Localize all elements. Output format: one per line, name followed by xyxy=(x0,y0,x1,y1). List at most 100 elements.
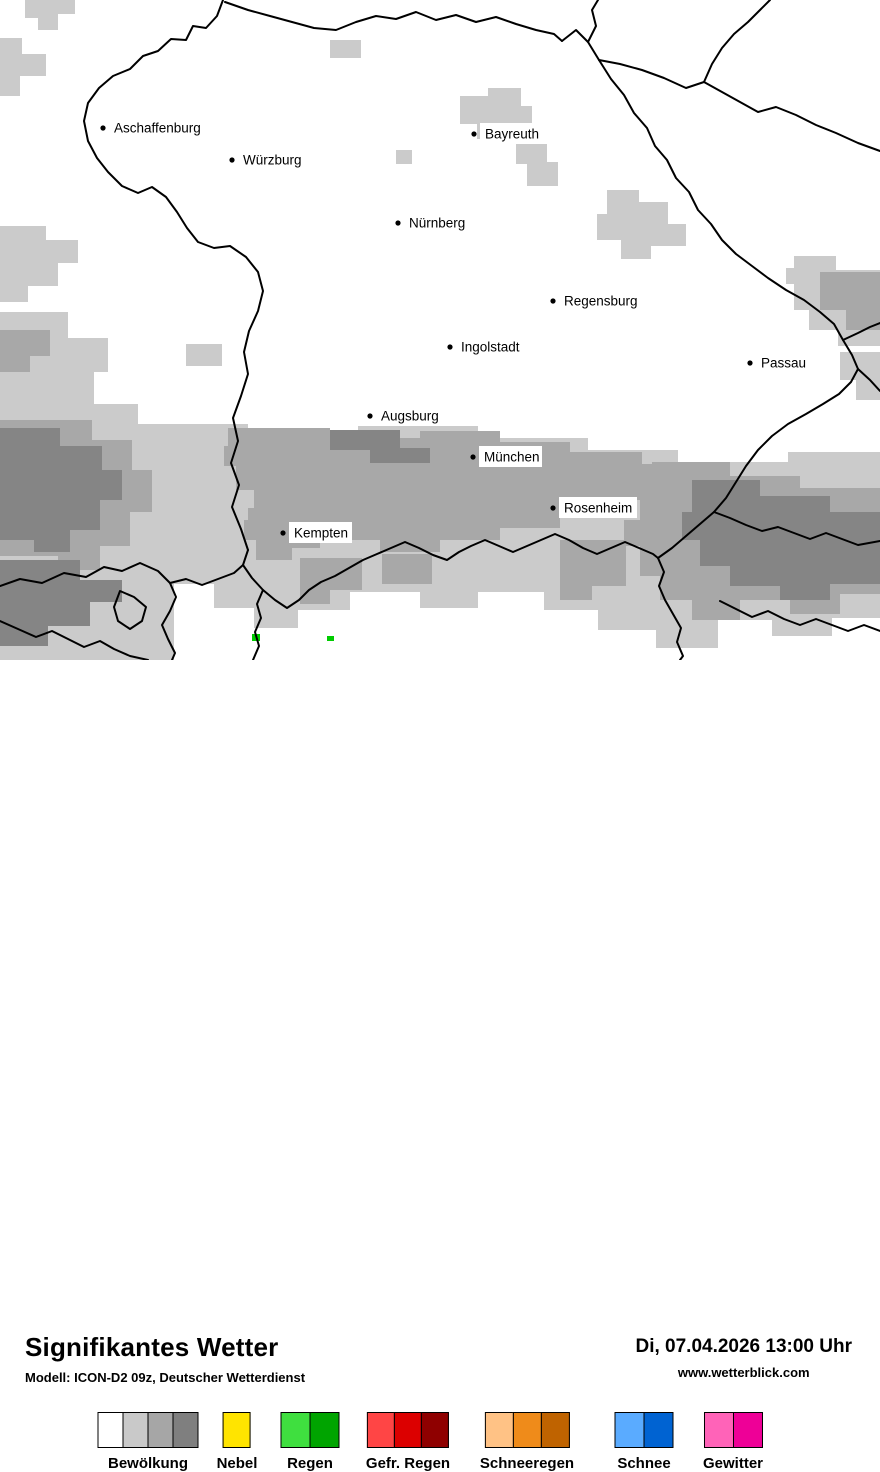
border-line-czech-austria xyxy=(842,322,880,341)
border-line-austria-inner xyxy=(713,511,880,546)
legend-swatches-regen xyxy=(280,1412,340,1448)
legend-item-gefr-regen: Gefr. Regen xyxy=(366,1412,450,1472)
city-label: Ingolstadt xyxy=(461,340,520,355)
border-line-swiss xyxy=(0,620,149,660)
legend-swatch xyxy=(420,1412,449,1448)
border-line-czech xyxy=(561,29,859,559)
border-line-czech-tip xyxy=(587,0,599,43)
city-marker-bayreuth: Bayreuth xyxy=(471,123,551,144)
legend-label-nebel: Nebel xyxy=(216,1455,258,1472)
city-dot xyxy=(550,298,556,304)
city-dot xyxy=(100,125,106,131)
city-label-box xyxy=(456,336,542,357)
border-line-salzburg xyxy=(657,557,684,660)
cloud-region xyxy=(820,272,880,330)
legend-swatch xyxy=(222,1412,251,1448)
city-dot xyxy=(747,360,753,366)
border-line-czech-north xyxy=(598,59,880,152)
rain-spot xyxy=(327,636,334,641)
legend-swatch xyxy=(540,1412,570,1448)
legend-swatch xyxy=(366,1412,395,1448)
city-dot xyxy=(229,157,235,163)
city-label-box xyxy=(404,212,475,233)
city-markers: Aschaffenburg Würzburg Bayreuth Nürnberg Reg… xyxy=(100,117,812,543)
legend-swatch xyxy=(172,1412,199,1448)
legend-swatches-gewitter xyxy=(703,1412,763,1448)
legend-swatch xyxy=(122,1412,149,1448)
legend-label-schnee: Schnee xyxy=(617,1455,671,1472)
legend-swatch xyxy=(703,1412,734,1448)
cloud-region xyxy=(840,352,880,400)
city-marker-kempten: Kempten xyxy=(280,522,352,543)
city-label: Augsburg xyxy=(381,409,439,424)
legend-swatch xyxy=(309,1412,340,1448)
legend-swatch xyxy=(147,1412,174,1448)
legend-item-gewitter: Gewitter xyxy=(703,1412,763,1472)
city-label-box xyxy=(109,117,218,138)
city-label: Kempten xyxy=(294,526,348,541)
weather-map-svg: Aschaffenburg Würzburg Bayreuth Nürnberg Reg… xyxy=(0,0,880,660)
city-marker-n-rnberg: Nürnberg xyxy=(395,212,475,233)
border-line-bodensee xyxy=(169,564,244,586)
cloud-region xyxy=(0,226,78,302)
city-marker-passau: Passau xyxy=(747,352,812,373)
border-line-liechtenstein xyxy=(113,590,147,630)
legend-swatch xyxy=(512,1412,542,1448)
legend-label-regen: Regen xyxy=(287,1455,333,1472)
forecast-datetime: Di, 07.04.2026 13:00 Uhr xyxy=(635,1336,852,1357)
city-label: Aschaffenburg xyxy=(114,121,201,136)
city-label: Würzburg xyxy=(243,153,302,168)
border-line-passau-east xyxy=(857,368,880,392)
cloud-region xyxy=(25,0,75,30)
city-label-box xyxy=(376,405,447,426)
city-label-box xyxy=(289,522,352,543)
legend-item-schneeregen: Schneeregen xyxy=(480,1412,574,1472)
legend-swatch xyxy=(393,1412,422,1448)
legend-swatches-schnee xyxy=(614,1412,674,1448)
city-marker-rosenheim: Rosenheim xyxy=(550,497,637,518)
city-dot xyxy=(280,530,286,536)
legend-item-regen: Regen xyxy=(280,1412,340,1472)
model-info: Modell: ICON-D2 09z, Deutscher Wetterdie… xyxy=(25,1370,306,1385)
cloud-region xyxy=(0,330,50,372)
border-line-lech xyxy=(252,589,264,660)
city-label-box xyxy=(559,497,637,518)
city-dot xyxy=(367,413,373,419)
city-dot xyxy=(550,505,556,511)
legend-swatches-gefr-regen xyxy=(366,1412,449,1448)
city-marker-ingolstadt: Ingolstadt xyxy=(447,336,542,357)
border-line-vorarlberg xyxy=(0,562,177,660)
legend-item-nebel: Nebel xyxy=(216,1412,258,1472)
border-line-tyrol-south xyxy=(719,600,880,632)
cloud-region xyxy=(382,554,432,584)
legend-swatch xyxy=(643,1412,674,1448)
city-label-box xyxy=(559,290,645,311)
city-dot xyxy=(447,344,453,350)
city-label: Rosenheim xyxy=(564,501,632,516)
legend-label-bewoelkung: Bewölkung xyxy=(107,1455,188,1472)
city-marker-augsburg: Augsburg xyxy=(367,405,447,426)
cloud-region xyxy=(682,480,880,600)
city-marker-w-rzburg: Würzburg xyxy=(229,149,309,170)
legend-swatches-bewoelkung xyxy=(97,1412,199,1448)
city-marker-m-nchen: München xyxy=(470,446,542,467)
city-label: Passau xyxy=(761,356,806,371)
city-label: München xyxy=(484,450,540,465)
city-label-box xyxy=(756,352,812,373)
website-url: www.wetterblick.com xyxy=(677,1365,810,1380)
rain-spots xyxy=(252,634,334,641)
cloud-region xyxy=(224,428,700,552)
city-label: Regensburg xyxy=(564,294,638,309)
cloud-region xyxy=(186,344,222,366)
legend-label-schneeregen: Schneeregen xyxy=(479,1455,575,1472)
legend-label-gewitter: Gewitter xyxy=(702,1455,764,1472)
cloud-region xyxy=(396,150,412,164)
city-dot xyxy=(471,131,477,137)
legend-swatches-schneeregen xyxy=(484,1412,570,1448)
legend-item-bewoelkung: Bewölkung xyxy=(97,1412,199,1472)
city-label-box xyxy=(480,123,551,144)
cloud-layer-dark xyxy=(0,428,880,646)
border-line-czech-spur xyxy=(703,0,771,83)
legend-swatch xyxy=(614,1412,645,1448)
cloud-region xyxy=(516,136,558,186)
